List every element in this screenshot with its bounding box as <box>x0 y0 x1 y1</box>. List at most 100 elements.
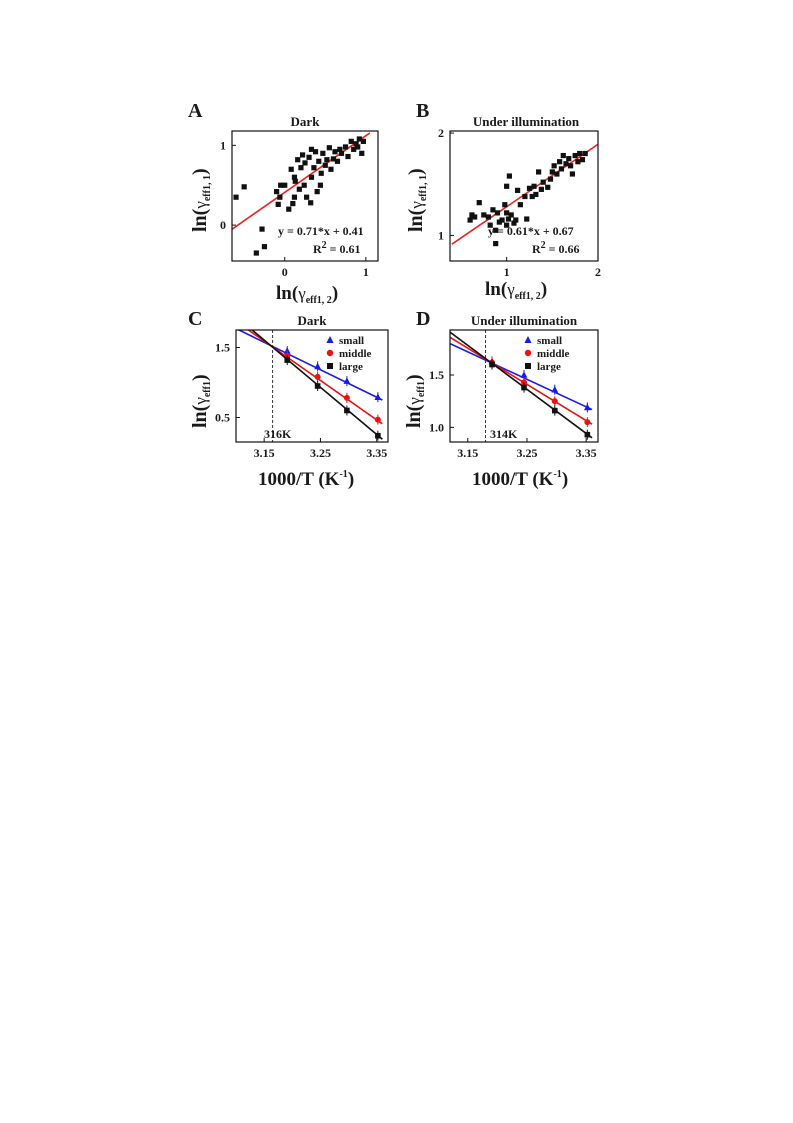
panel-a-point-39 <box>337 146 343 152</box>
panel-b-point-0 <box>467 217 473 223</box>
panel-d-middle-point-2 <box>551 398 558 405</box>
panel-b-point-41 <box>567 163 574 169</box>
panel-c: C Dark 3.15 3.25 3.35 0.5 1.5 smallmiddlelarg… <box>188 308 389 490</box>
panel-a-point-12 <box>290 200 296 207</box>
panel-a-point-6 <box>275 201 281 207</box>
panel-a-point-17 <box>298 165 304 171</box>
panel-b-point-45 <box>577 150 583 157</box>
panel-d-small-point-2 <box>551 385 559 393</box>
panel-d-large-point-0 <box>489 361 495 368</box>
panel-a-xtick-label-0: 0 <box>282 265 288 279</box>
panel-b-r2: R2 = 0.66 <box>532 240 580 256</box>
panel-a-ylabel-close: ) <box>189 168 211 175</box>
panel-a-point-49 <box>360 138 366 144</box>
panel-c-middle-point-1 <box>314 373 321 380</box>
panel-a-point-14 <box>292 178 298 184</box>
panel-b-point-37 <box>558 166 565 172</box>
panel-c-middle-point-3 <box>374 416 381 423</box>
panel-a-point-25 <box>311 165 317 171</box>
panel-b-point-42 <box>569 171 576 177</box>
panel-a-point-47 <box>356 136 362 142</box>
panel-b-point-36 <box>557 159 563 165</box>
panel-a-ylabel-main: ln( <box>189 208 211 232</box>
panel-d-title: Under illumination <box>471 313 578 328</box>
panel-a-point-46 <box>355 144 361 150</box>
panel-c-xlabel-sup: -1 <box>339 469 347 480</box>
panel-a-point-1 <box>241 184 247 190</box>
panel-b-point-24 <box>526 185 533 191</box>
panel-a-point-21 <box>304 194 310 200</box>
panel-a-point-30 <box>318 170 324 176</box>
panel-c-xlabel-close: ) <box>348 469 354 490</box>
panel-b-point-35 <box>554 171 560 177</box>
panel-b-point-2 <box>472 214 478 220</box>
panel-b-ytick-label-0: 1 <box>438 228 444 242</box>
panel-c-data-area <box>237 330 383 442</box>
panel-a-point-37 <box>332 149 338 155</box>
panel-a-point-11 <box>288 166 294 172</box>
panel-b-point-43 <box>572 152 578 159</box>
panel-b-r2-label: R <box>532 242 541 256</box>
panel-a-point-19 <box>301 182 307 188</box>
panel-a-ytick-label-1: 1 <box>220 138 226 152</box>
panel-a-ylabel-index: eff1, 1 <box>202 175 213 201</box>
panel-a-point-29 <box>317 182 324 188</box>
panel-a-point-50 <box>308 146 315 152</box>
panel-b-point-8 <box>493 227 499 233</box>
panel-a-point-51 <box>291 174 298 180</box>
panel-b-point-9 <box>494 210 501 216</box>
panel-c-large-point-0 <box>284 357 291 363</box>
panel-a-equation: y = 0.71*x + 0.41 <box>278 224 364 238</box>
panel-a-point-33 <box>324 157 330 163</box>
panel-d-xlabel: 1000/T (K-1) <box>472 469 568 490</box>
panel-a-point-45 <box>353 141 359 147</box>
panel-a-plot: 0 1 0 1 <box>220 132 371 279</box>
panel-b-point-17 <box>508 212 514 218</box>
panel-b-point-11 <box>499 217 505 223</box>
panel-a-point-15 <box>295 157 301 163</box>
panel-a-point-35 <box>328 166 334 172</box>
panel-b-point-4 <box>481 212 487 218</box>
panel-a-fit-line <box>232 132 371 231</box>
panel-b-point-49 <box>504 210 510 216</box>
panel-c-fit-large <box>250 330 383 440</box>
panel-a-point-4 <box>261 244 268 250</box>
panel-b: B Under illumination 1 2 1 2 y = 0.61*x + 0… <box>405 100 601 302</box>
panel-b-point-27 <box>533 191 539 198</box>
panel-d-frame <box>449 329 599 443</box>
panel-a-point-44 <box>351 146 357 152</box>
panel-b-point-3 <box>476 200 482 206</box>
panel-d-small-point-1 <box>520 371 528 378</box>
panel-b-ylabel-gamma: γ <box>407 201 426 210</box>
panel-b-point-22 <box>522 193 528 200</box>
panel-b-title: Under illumination <box>473 114 580 129</box>
panel-b-point-15 <box>505 216 512 222</box>
panel-c-small-point-2 <box>343 377 351 384</box>
panel-b-r2-value: = 0.66 <box>546 242 580 256</box>
panel-c-ylabel-main: ln( <box>189 404 211 428</box>
panel-b-point-30 <box>540 179 546 185</box>
panel-a-r2: R2 = 0.61 <box>313 240 361 256</box>
panel-d-small-point-3 <box>583 403 591 411</box>
panel-c-ylabel-gamma: γ <box>191 397 210 406</box>
panel-c-xtick-label-2: 3.35 <box>366 446 387 460</box>
panel-a-xlabel-close: ) <box>332 283 338 304</box>
panel-a-point-22 <box>306 154 312 160</box>
panel-b-point-38 <box>560 152 566 159</box>
panel-c-xlabel: 1000/T (K-1) <box>258 469 354 490</box>
panel-a-point-13 <box>291 194 298 200</box>
panel-a-point-8 <box>278 182 284 188</box>
panel-d-ylabel-index: eff1 <box>416 381 427 397</box>
panel-a-r2-label: R <box>313 242 322 256</box>
panel-b-point-7 <box>490 207 496 213</box>
panel-a-ytick-label-0: 0 <box>220 218 226 232</box>
panel-a-frame <box>231 130 379 262</box>
panel-a-point-20 <box>302 160 308 166</box>
panel-b-point-6 <box>487 222 493 228</box>
panel-c-ytick-label-1: 1.5 <box>215 341 230 355</box>
panel-d-data-area <box>450 330 593 442</box>
panel-a-point-42 <box>345 153 351 160</box>
panel-a-point-48 <box>359 150 365 156</box>
panel-a-point-40 <box>338 150 345 156</box>
